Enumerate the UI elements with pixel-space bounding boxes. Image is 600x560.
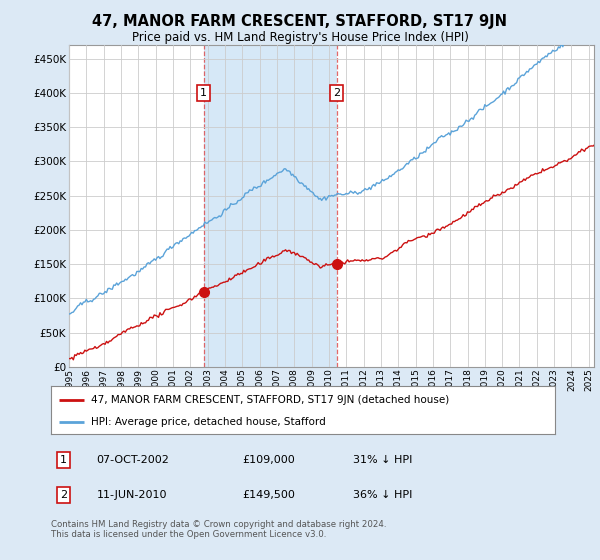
Text: Contains HM Land Registry data © Crown copyright and database right 2024.
This d: Contains HM Land Registry data © Crown c… [51,520,386,539]
Bar [203,45,337,367]
Text: 31% ↓ HPI: 31% ↓ HPI [353,455,413,465]
Text: 07-OCT-2002: 07-OCT-2002 [97,455,169,465]
Text: 1: 1 [60,455,67,465]
Text: HPI: Average price, detached house, Stafford: HPI: Average price, detached house, Staf… [91,417,326,427]
Text: £109,000: £109,000 [242,455,295,465]
Text: 36% ↓ HPI: 36% ↓ HPI [353,490,413,500]
Text: Price paid vs. HM Land Registry's House Price Index (HPI): Price paid vs. HM Land Registry's House … [131,31,469,44]
Text: 47, MANOR FARM CRESCENT, STAFFORD, ST17 9JN (detached house): 47, MANOR FARM CRESCENT, STAFFORD, ST17 … [91,395,449,405]
Text: £149,500: £149,500 [242,490,295,500]
Text: 1: 1 [200,88,207,98]
Text: 2: 2 [333,88,340,98]
Text: 11-JUN-2010: 11-JUN-2010 [97,490,167,500]
Text: 2: 2 [60,490,67,500]
Text: 47, MANOR FARM CRESCENT, STAFFORD, ST17 9JN: 47, MANOR FARM CRESCENT, STAFFORD, ST17 … [92,14,508,29]
